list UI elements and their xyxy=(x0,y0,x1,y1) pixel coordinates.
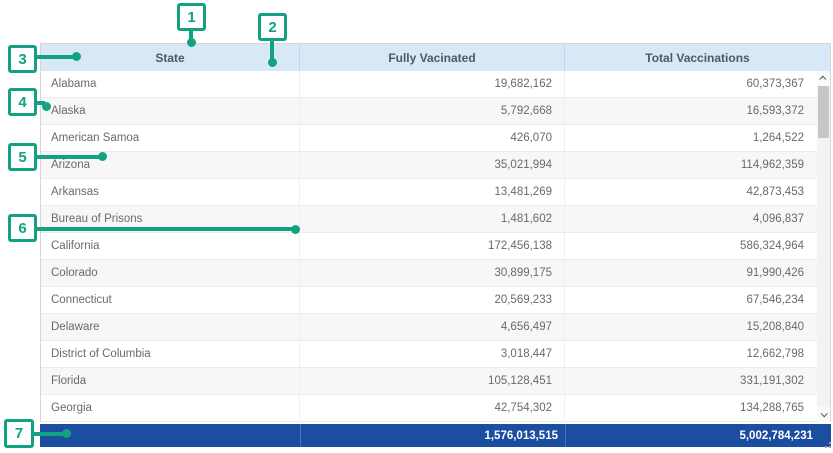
cell-state: District of Columbia xyxy=(41,341,300,367)
cell-fully: 30,899,175 xyxy=(300,260,565,286)
column-header-total-vaccinations[interactable]: Total Vaccinations xyxy=(645,50,750,65)
table-row[interactable]: Alabama 19,682,162 60,373,367 xyxy=(41,71,830,98)
cell-fully: 20,569,233 xyxy=(300,287,565,313)
callout-1: 1 xyxy=(177,3,206,31)
totals-total-vaccinations: 5,002,784,231 xyxy=(565,424,831,447)
callout-6-dot xyxy=(291,225,300,234)
cell-state: Georgia xyxy=(41,395,300,421)
cell-state: Arizona xyxy=(41,152,300,178)
callout-1-dot xyxy=(187,38,196,47)
list-table: State Fully Vacinated Total Vaccinations… xyxy=(40,43,831,422)
cell-fully: 1,481,602 xyxy=(300,206,565,232)
callout-2: 2 xyxy=(258,13,287,41)
cell-state: California xyxy=(41,233,300,259)
callout-5-connector xyxy=(36,155,101,159)
table-row[interactable]: California 172,456,138 586,324,964 xyxy=(41,233,830,260)
chevron-up-icon xyxy=(819,75,827,83)
table-row[interactable]: Georgia 42,754,302 134,288,765 xyxy=(41,395,830,422)
cell-fully: 13,481,269 xyxy=(300,179,565,205)
table-row[interactable]: Alaska 5,792,668 16,593,372 xyxy=(41,98,830,125)
table-row[interactable]: Florida 105,128,451 331,191,302 xyxy=(41,368,830,395)
callout-3-dot xyxy=(72,52,81,61)
cell-total: 1,264,522 xyxy=(752,132,804,144)
cell-total: 4,096,837 xyxy=(752,213,804,225)
callout-6: 6 xyxy=(8,214,37,242)
callout-2-connector xyxy=(270,40,274,60)
cell-total: 42,873,453 xyxy=(746,186,804,198)
cell-total: 12,662,798 xyxy=(746,348,804,360)
cell-fully: 35,021,994 xyxy=(300,152,565,178)
totals-row: 1,576,013,515 5,002,784,231 xyxy=(40,424,831,447)
table-body: Alabama 19,682,162 60,373,367 Alaska 5,7… xyxy=(41,71,830,422)
cell-total: 15,208,840 xyxy=(746,321,804,333)
callout-3-connector xyxy=(36,55,74,59)
table-row[interactable]: District of Columbia 3,018,447 12,662,79… xyxy=(41,341,830,368)
cell-fully: 5,792,668 xyxy=(300,98,565,124)
cell-fully: 19,682,162 xyxy=(300,71,565,97)
cell-fully: 4,656,497 xyxy=(300,314,565,340)
cell-total: 16,593,372 xyxy=(746,105,804,117)
callout-6-connector xyxy=(36,227,293,231)
scroll-up-button[interactable] xyxy=(817,71,830,86)
scroll-down-button[interactable] xyxy=(817,407,830,422)
cell-state: Delaware xyxy=(41,314,300,340)
resize-grip-icon[interactable] xyxy=(823,442,831,450)
callout-7-connector xyxy=(34,432,65,436)
callout-2-dot xyxy=(268,58,277,67)
callout-7: 7 xyxy=(4,419,34,448)
callout-5-dot xyxy=(98,152,107,161)
cell-fully: 426,070 xyxy=(300,125,565,151)
cell-fully: 3,018,447 xyxy=(300,341,565,367)
cell-state: Bureau of Prisons xyxy=(41,206,300,232)
vertical-scrollbar[interactable] xyxy=(817,71,830,422)
table-row[interactable]: Arkansas 13,481,269 42,873,453 xyxy=(41,179,830,206)
callout-4: 4 xyxy=(8,88,37,116)
callout-4-connector xyxy=(36,101,45,105)
table-header-row: State Fully Vacinated Total Vaccinations xyxy=(41,44,830,71)
cell-state: Alabama xyxy=(41,71,300,97)
totals-state-cell xyxy=(40,424,300,447)
totals-fully-vaccinated: 1,576,013,515 xyxy=(300,424,565,447)
table-row[interactable]: Arizona 35,021,994 114,962,359 xyxy=(41,152,830,179)
table-row[interactable]: American Samoa 426,070 1,264,522 xyxy=(41,125,830,152)
chevron-down-icon xyxy=(820,410,828,418)
cell-total: 91,990,426 xyxy=(746,267,804,279)
column-header-state[interactable]: State xyxy=(41,44,300,71)
cell-fully: 42,754,302 xyxy=(300,395,565,421)
cell-fully: 105,128,451 xyxy=(300,368,565,394)
table-row[interactable]: Colorado 30,899,175 91,990,426 xyxy=(41,260,830,287)
cell-total: 134,288,765 xyxy=(740,402,804,414)
table-row[interactable]: Delaware 4,656,497 15,208,840 xyxy=(41,314,830,341)
scrollbar-thumb[interactable] xyxy=(818,86,829,138)
cell-state: Connecticut xyxy=(41,287,300,313)
cell-state: Florida xyxy=(41,368,300,394)
cell-total: 67,546,234 xyxy=(746,294,804,306)
cell-state: American Samoa xyxy=(41,125,300,151)
cell-total: 114,962,359 xyxy=(740,159,804,171)
table-row[interactable]: Bureau of Prisons 1,481,602 4,096,837 xyxy=(41,206,830,233)
cell-state: Arkansas xyxy=(41,179,300,205)
cell-total: 60,373,367 xyxy=(746,78,804,90)
callout-3: 3 xyxy=(8,45,37,73)
callout-5: 5 xyxy=(8,143,37,171)
callout-4-dot xyxy=(42,102,51,111)
cell-total: 331,191,302 xyxy=(740,375,804,387)
cell-state: Alaska xyxy=(41,98,300,124)
column-header-fully-vaccinated[interactable]: Fully Vacinated xyxy=(300,44,565,71)
table-row[interactable]: Connecticut 20,569,233 67,546,234 xyxy=(41,287,830,314)
cell-fully: 172,456,138 xyxy=(300,233,565,259)
callout-7-dot xyxy=(62,429,71,438)
cell-total: 586,324,964 xyxy=(740,240,804,252)
cell-state: Colorado xyxy=(41,260,300,286)
callout-1-connector xyxy=(189,30,193,41)
